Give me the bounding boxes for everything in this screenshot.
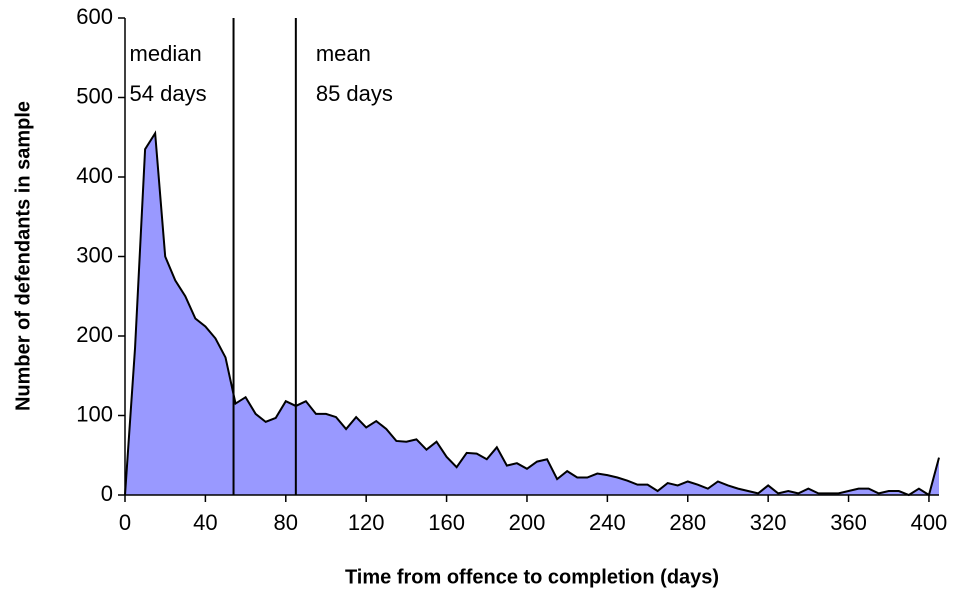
- y-axis-title: Number of defendants in sample: [12, 101, 34, 411]
- x-tick-label: 320: [750, 510, 787, 535]
- x-tick-label: 0: [119, 510, 131, 535]
- y-tick-label: 600: [76, 4, 113, 29]
- y-tick-label: 100: [76, 401, 113, 426]
- x-tick-label: 240: [589, 510, 626, 535]
- x-tick-label: 160: [428, 510, 465, 535]
- x-tick-label: 360: [830, 510, 867, 535]
- x-tick-label: 120: [348, 510, 385, 535]
- x-tick-label: 400: [911, 510, 948, 535]
- annotation: median: [130, 41, 202, 66]
- x-tick-label: 40: [193, 510, 217, 535]
- annotation: 85 days: [316, 81, 393, 106]
- annotation: mean: [316, 41, 371, 66]
- area-fill: [125, 133, 939, 495]
- y-tick-label: 200: [76, 322, 113, 347]
- area-line: [124, 130, 940, 497]
- y-tick-label: 400: [76, 163, 113, 188]
- x-tick-label: 200: [509, 510, 546, 535]
- x-tick-label: 280: [669, 510, 706, 535]
- y-tick-label: 500: [76, 83, 113, 108]
- x-tick-label: 80: [274, 510, 298, 535]
- annotation: 54 days: [130, 81, 207, 106]
- y-tick-label: 0: [101, 481, 113, 506]
- y-tick-label: 300: [76, 242, 113, 267]
- x-axis-title: Time from offence to completion (days): [345, 566, 719, 588]
